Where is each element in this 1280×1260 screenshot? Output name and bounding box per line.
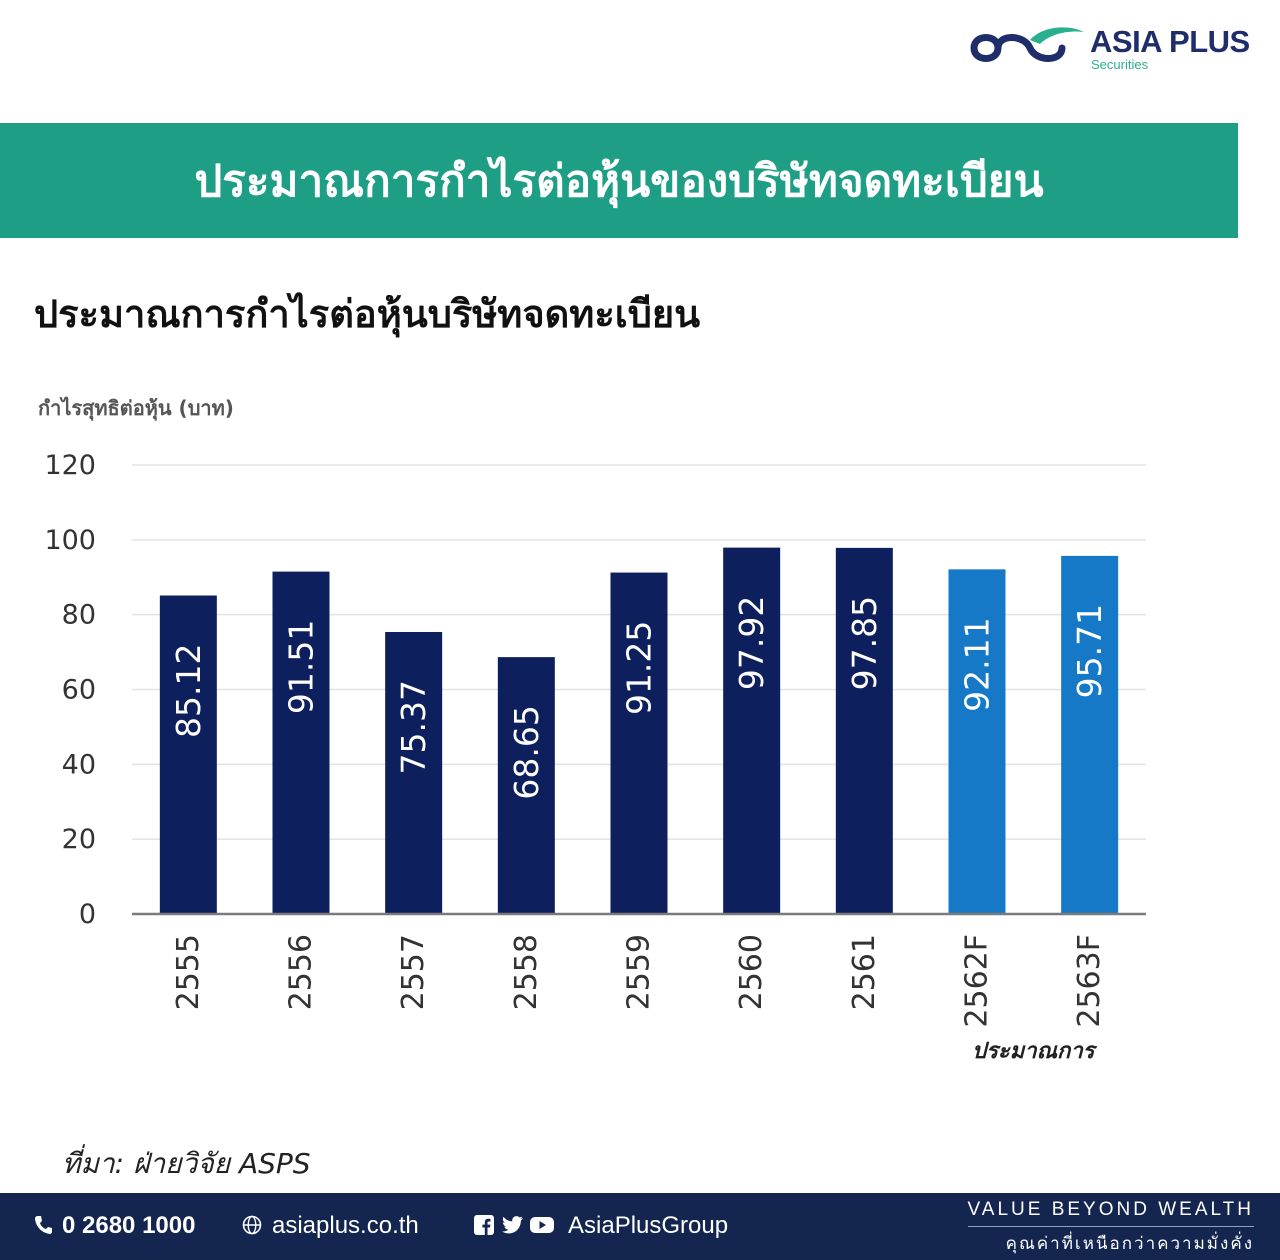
- forecast-annotation: ประมาณการ: [972, 1039, 1098, 1064]
- bar-value-label: 68.65: [507, 705, 546, 799]
- youtube-icon[interactable]: [530, 1215, 554, 1235]
- phone-icon: [35, 1216, 52, 1234]
- bar-value-label: 75.37: [394, 680, 433, 774]
- bar: [272, 571, 330, 914]
- footer-website-link[interactable]: asiaplus.co.th: [272, 1212, 419, 1239]
- y-tick-label: 40: [62, 749, 96, 780]
- x-tick-label: 2559: [622, 934, 657, 1010]
- bar: [385, 631, 443, 914]
- asia-plus-logo: ASIA PLUS Securities: [968, 22, 1258, 74]
- x-tick-label: 2557: [396, 934, 431, 1010]
- x-tick-label: 2561: [847, 934, 882, 1010]
- title-banner: ประมาณการกำไรต่อหุ้นของบริษัทจดทะเบียน: [0, 123, 1238, 238]
- y-tick-label: 120: [44, 450, 96, 481]
- y-tick-label: 80: [62, 600, 96, 631]
- facebook-icon[interactable]: [474, 1215, 494, 1235]
- eps-bar-chart: 0 20 40 60 80 100 120 85.12 2555 91.51 2556 75.37 25…: [44, 450, 1146, 1064]
- y-axis-label: กำไรสุทธิต่อหุ้น (บาท): [38, 396, 234, 420]
- logo-sub-text: Securities: [1091, 57, 1149, 72]
- x-tick-label: 2558: [509, 934, 544, 1010]
- bar: [723, 547, 781, 914]
- bar-value-label: 91.51: [282, 620, 321, 714]
- source-note: ที่มา: ฝ่ายวิจัย ASPS: [62, 1147, 311, 1180]
- tagline-english: VALUE BEYOND WEALTH: [967, 1199, 1254, 1220]
- y-tick-label: 0: [79, 899, 96, 930]
- footer-bar: 0 2680 1000 asiaplus.co.th AsiaPlusGroup…: [0, 1193, 1280, 1260]
- bar-value-label: 91.25: [620, 621, 659, 715]
- banner-title: ประมาณการกำไรต่อหุ้นของบริษัทจดทะเบียน: [194, 155, 1044, 207]
- footer-phone[interactable]: 0 2680 1000: [62, 1212, 196, 1239]
- tagline-divider: [968, 1226, 1254, 1227]
- chart-title: ประมาณการกำไรต่อหุ้นบริษัทจดทะเบียน: [34, 292, 701, 336]
- bar: [610, 572, 668, 914]
- logo-brand-text: ASIA PLUS: [1090, 24, 1250, 59]
- bar-value-label: 97.85: [845, 596, 884, 690]
- bar-value-label: 95.71: [1070, 604, 1109, 698]
- x-tick-label: 2563F: [1072, 934, 1107, 1028]
- bar-value-label: 85.12: [169, 644, 208, 738]
- y-tick-label: 60: [62, 675, 96, 706]
- infinity-logo-icon: [970, 27, 1084, 62]
- x-tick-label: 2556: [284, 934, 319, 1010]
- y-tick-label: 100: [44, 525, 96, 556]
- y-tick-label: 20: [62, 824, 96, 855]
- twitter-icon[interactable]: [502, 1215, 524, 1235]
- x-tick-label: 2562F: [960, 934, 995, 1028]
- bar-value-label: 97.92: [732, 596, 771, 690]
- x-tick-label: 2555: [171, 934, 206, 1010]
- globe-icon: [242, 1215, 262, 1235]
- footer-social-handle[interactable]: AsiaPlusGroup: [568, 1212, 729, 1239]
- tagline-thai: คุณค่าที่เหนือกว่าความมั่งคั่ง: [1005, 1234, 1254, 1254]
- bar: [1061, 555, 1119, 914]
- bar: [948, 569, 1006, 914]
- bar: [159, 595, 217, 914]
- bar: [835, 547, 893, 914]
- bar-value-label: 92.11: [958, 617, 997, 711]
- bar: [497, 657, 555, 914]
- x-tick-label: 2560: [734, 934, 769, 1010]
